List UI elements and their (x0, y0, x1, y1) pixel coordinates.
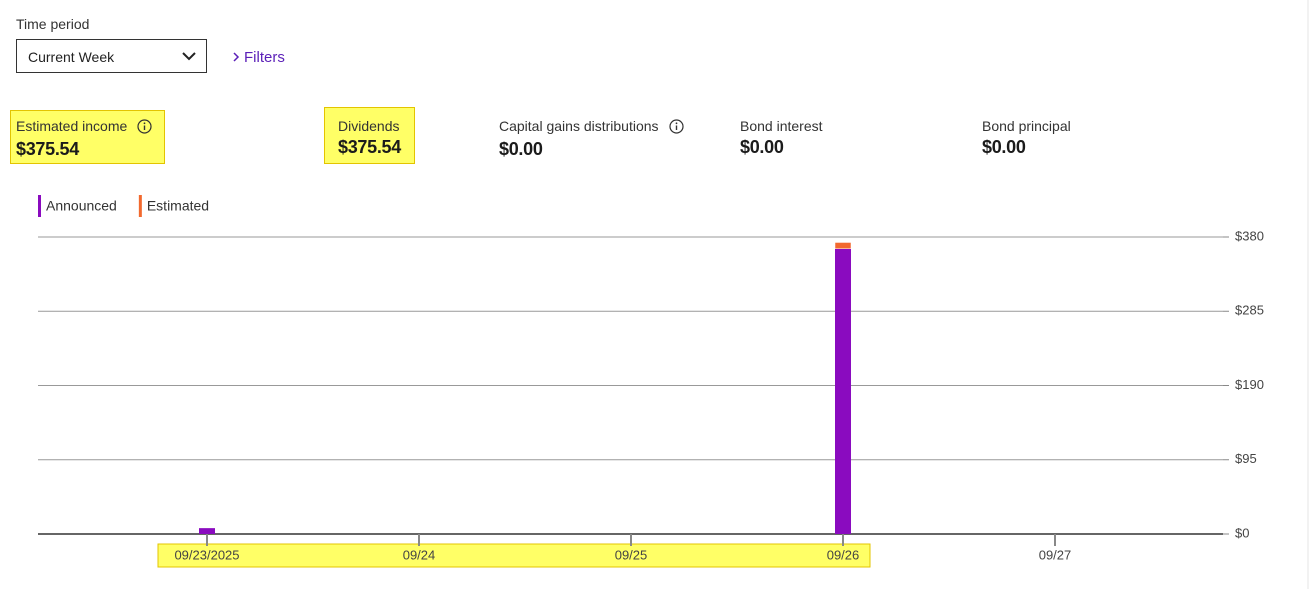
legend-swatch (38, 195, 41, 217)
summary-value: $375.54 (338, 137, 401, 157)
x-tick-label: 09/23/2025 (174, 547, 239, 562)
highlight (10, 110, 165, 164)
summary-label: Dividends (338, 118, 400, 134)
label-row: Estimated income (16, 118, 152, 136)
y-tick-label: $285 (1235, 303, 1264, 318)
bar-segment (835, 248, 851, 534)
summary-value: $0.00 (982, 137, 1026, 157)
x-tick-label: 09/27 (1039, 547, 1072, 562)
summary-value: $0.00 (740, 137, 784, 157)
summary-label: Bond interest (740, 118, 823, 134)
plot: $0 $95 $190 $285 $380 Announced Estimated 09/23… (38, 195, 1264, 562)
chevron-icon (182, 52, 196, 61)
x-tick-label: 09/25 (615, 547, 648, 562)
time-period-dropdown[interactable]: Current Week (16, 39, 207, 73)
bar-segment (199, 528, 215, 534)
summary-item: Estimated income $375.54 (16, 118, 152, 160)
summary-item: Bond interest $0.00 (740, 118, 823, 158)
info-icon[interactable] (668, 119, 684, 134)
label-row: Capital gains distributions (499, 118, 684, 136)
dropdown-value: Current Week (28, 49, 115, 65)
y-tick-label: $0 (1235, 525, 1249, 540)
summary-item: Capital gains distributions $0.00 (499, 118, 684, 160)
summary-value: $375.54 (16, 139, 79, 159)
y-tick-label: $190 (1235, 377, 1264, 392)
chevron-icon (233, 52, 240, 62)
y-tick-label: $95 (1235, 451, 1257, 466)
filters-link[interactable]: Filters (232, 49, 285, 66)
y-tick-label: $380 (1235, 228, 1264, 243)
summary-label: Bond principal (982, 118, 1071, 134)
legend-label: Announced (46, 198, 117, 214)
summary-item: Bond principal $0.00 (982, 118, 1071, 158)
summary-label: Estimated income (16, 118, 128, 134)
summary-value: $0.00 (499, 139, 543, 159)
legend-label: Estimated (147, 198, 209, 214)
bar-segment (834, 242, 852, 249)
summary-item: Dividends $375.54 (338, 118, 401, 158)
highlight (157, 543, 871, 568)
x-tick-label: 09/24 (403, 547, 436, 562)
time-period-label: Time period (16, 16, 90, 32)
highlight (324, 107, 415, 164)
info-icon[interactable] (137, 119, 152, 134)
summary-label: Capital gains distributions (499, 118, 659, 134)
legend-swatch (138, 195, 142, 217)
x-tick-label: 09/26 (827, 547, 860, 562)
filters-text: Filters (244, 49, 285, 66)
